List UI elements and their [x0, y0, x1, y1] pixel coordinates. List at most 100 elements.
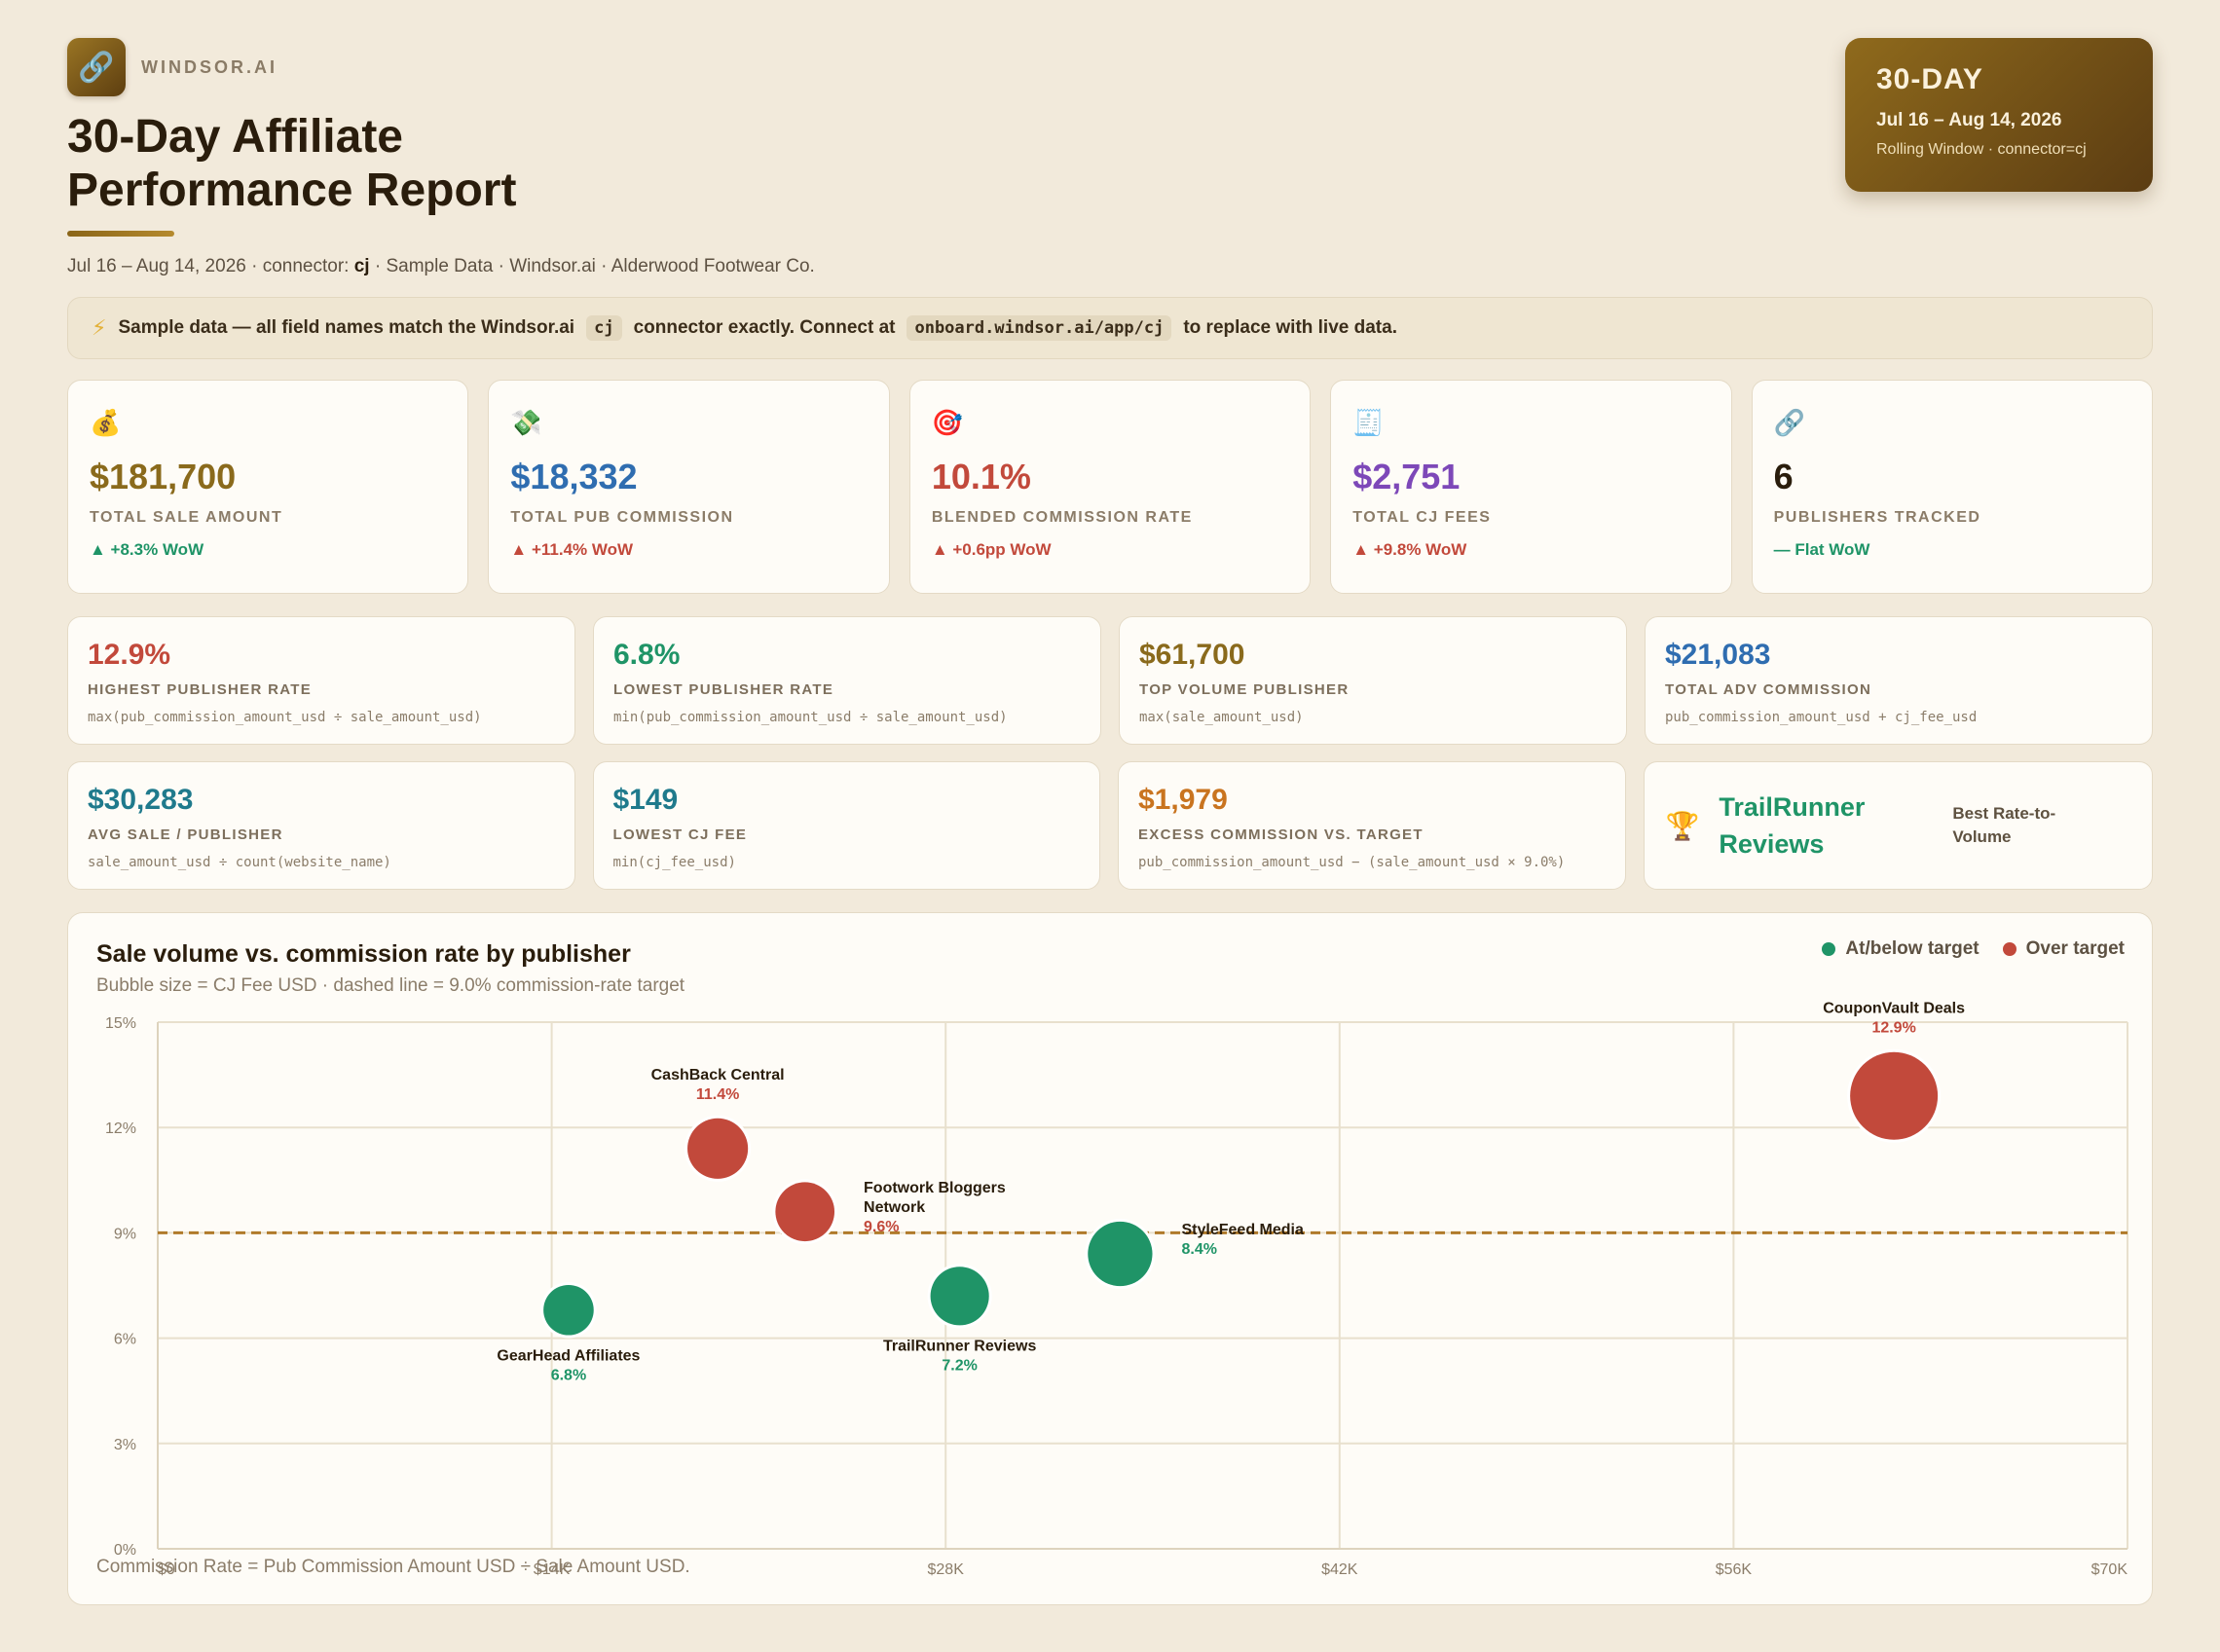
kpi-delta: ▲ +11.4% WoW	[510, 540, 634, 559]
trophy-icon: 🏆	[1665, 810, 1700, 841]
x-tick-label: $0	[158, 1561, 175, 1578]
y-tick-label: 0%	[114, 1542, 136, 1559]
metric-row-2: $30,283 AVG SALE / PUBLISHER sale_amount_u…	[67, 761, 2153, 890]
bubble	[1088, 1221, 1153, 1287]
brand-name: WINDSOR.AI	[141, 56, 278, 77]
kpi-value: $2,751	[1352, 457, 1461, 496]
period-range: Jul 16 – Aug 14, 2026	[1876, 110, 2062, 130]
kpi-delta: ▲ +0.6pp WoW	[931, 540, 1052, 559]
legend-item-under: At/below target	[1822, 938, 1980, 960]
best-publisher-label: Best Rate-to-Volume	[1952, 804, 2056, 846]
page-title: 30-Day Affiliate Performance Report	[67, 111, 517, 216]
bubble-name-label: GearHead Affiliates	[497, 1348, 640, 1365]
kpi-card: 💸 $18,332 TOTAL PUB COMMISSION ▲ +11.4% WoW	[488, 380, 890, 594]
kpi-value: $181,700	[90, 457, 237, 496]
legend-label-over: Over target	[2025, 938, 2125, 959]
kpi-delta: — Flat WoW	[1773, 540, 1870, 559]
chart-title: Sale volume vs. commission rate by publi…	[96, 940, 631, 968]
bubble-rate-label: 7.2%	[942, 1357, 977, 1374]
metric-card: $21,083 TOTAL ADV COMMISSION pub_commissio…	[1645, 616, 2153, 745]
banner-code-url[interactable]: onboard.windsor.ai/app/cj	[906, 315, 1172, 341]
y-tick-label: 3%	[114, 1437, 136, 1453]
metric-card: $61,700 TOP VOLUME PUBLISHER max(sale_amou…	[1119, 616, 1627, 745]
y-tick-label: 15%	[105, 1015, 136, 1032]
kpi-label: BLENDED COMMISSION RATE	[931, 509, 1193, 526]
metric-label: LOWEST PUBLISHER RATE	[613, 681, 834, 698]
y-tick-label: 6%	[114, 1332, 136, 1348]
x-tick-label: $14K	[534, 1561, 571, 1578]
kpi-card: 🔗 6 PUBLISHERS TRACKED — Flat WoW	[1751, 380, 2154, 594]
bubble-rate-label: 9.6%	[864, 1219, 899, 1235]
banner-text-3: to replace with live data.	[1183, 317, 1397, 338]
x-tick-label: $28K	[928, 1561, 965, 1578]
metric-card: $1,979 EXCESS COMMISSION VS. TARGET pub_co…	[1118, 761, 1626, 890]
legend-dot-under	[1822, 942, 1836, 956]
kpi-value: 6	[1773, 457, 1794, 496]
metric-value: 12.9%	[88, 639, 171, 671]
subtitle-rest: · Sample Data · Windsor.ai · Alderwood F…	[374, 256, 815, 276]
bubble	[687, 1118, 749, 1179]
metric-label: LOWEST CJ FEE	[612, 826, 748, 843]
metric-formula: pub_commission_amount_usd − (sale_amount…	[1138, 855, 1566, 870]
banner-text-1: Sample data — all field names match the …	[118, 317, 575, 338]
kpi-icon: 💰	[90, 408, 122, 437]
kpi-icon: 🧾	[1352, 408, 1385, 437]
kpi-label: TOTAL PUB COMMISSION	[510, 509, 734, 526]
period-note: Rolling Window · connector=cj	[1876, 141, 2087, 158]
x-tick-label: $42K	[1321, 1561, 1358, 1578]
banner-text-2: connector exactly. Connect at	[633, 317, 896, 338]
bubble-name-label: TrailRunner Reviews	[883, 1338, 1036, 1354]
kpi-icon: 🔗	[1773, 408, 1805, 437]
metric-value: $149	[612, 784, 679, 816]
metric-formula: sale_amount_usd ÷ count(website_name)	[88, 855, 391, 870]
legend-label-under: At/below target	[1845, 938, 1980, 959]
sample-data-banner: ⚡ Sample data — all field names match th…	[67, 297, 2153, 359]
bubble	[1850, 1051, 1939, 1140]
metric-card: $149 LOWEST CJ FEE min(cj_fee_usd)	[592, 761, 1100, 890]
metric-value: 6.8%	[613, 639, 681, 671]
kpi-delta: ▲ +9.8% WoW	[1352, 540, 1467, 559]
metric-formula: min(cj_fee_usd)	[612, 855, 736, 870]
chart-panel: Sale volume vs. commission rate by publi…	[67, 912, 2153, 1605]
metric-value: $61,700	[1139, 639, 1245, 671]
kpi-label: TOTAL CJ FEES	[1352, 509, 1492, 526]
brand: 🔗 WINDSOR.AI	[67, 38, 2153, 96]
bubble-name-label: StyleFeed Media	[1182, 1222, 1304, 1238]
period-length: 30-DAY	[1876, 63, 1983, 95]
metric-value: $30,283	[88, 784, 194, 816]
bubble-name-label: CouponVault Deals	[1823, 1001, 1965, 1017]
period-card: 30-DAY Jul 16 – Aug 14, 2026 Rolling Win…	[1845, 38, 2153, 192]
metric-card: 6.8% LOWEST PUBLISHER RATE min(pub_commiss…	[593, 616, 1101, 745]
bubble	[775, 1182, 835, 1242]
metric-label: AVG SALE / PUBLISHER	[88, 826, 283, 843]
bubble	[543, 1284, 594, 1336]
bubble-rate-label: 8.4%	[1182, 1241, 1217, 1258]
metric-value: $1,979	[1138, 784, 1228, 816]
kpi-value: $18,332	[510, 457, 638, 496]
kpi-card: 💰 $181,700 TOTAL SALE AMOUNT ▲ +8.3% WoW	[67, 380, 469, 594]
title-underline	[67, 231, 174, 237]
bubble-name-label: CashBack Central	[651, 1067, 785, 1083]
kpi-icon: 💸	[510, 408, 542, 437]
legend-dot-over	[2002, 942, 2016, 956]
metric-label: EXCESS COMMISSION VS. TARGET	[1138, 826, 1424, 843]
bubble-rate-label: 6.8%	[551, 1368, 586, 1384]
y-tick-label: 12%	[105, 1120, 136, 1137]
bubble-name-label: Network	[864, 1199, 925, 1216]
best-publisher-name: TrailRunner Reviews	[1719, 792, 1866, 859]
best-publisher-card: 🏆 TrailRunner Reviews Best Rate-to-Volum…	[1643, 761, 2153, 890]
kpi-icon: 🎯	[931, 408, 964, 437]
metric-formula: min(pub_commission_amount_usd ÷ sale_amo…	[613, 710, 1008, 725]
metric-label: HIGHEST PUBLISHER RATE	[88, 681, 313, 698]
metric-formula: max(sale_amount_usd)	[1139, 710, 1304, 725]
kpi-delta: ▲ +8.3% WoW	[90, 540, 204, 559]
chart-footnote: Commission Rate = Pub Commission Amount …	[96, 1557, 690, 1577]
bolt-icon: ⚡	[92, 315, 107, 340]
subtitle-range: Jul 16 – Aug 14, 2026	[67, 256, 246, 276]
chart-subtitle: Bubble size = CJ Fee USD · dashed line =…	[96, 975, 685, 996]
y-tick-label: 9%	[114, 1226, 136, 1242]
metric-formula: max(pub_commission_amount_usd ÷ sale_amo…	[88, 710, 482, 725]
kpi-card: 🧾 $2,751 TOTAL CJ FEES ▲ +9.8% WoW	[1330, 380, 1732, 594]
banner-code-connector: cj	[586, 315, 622, 341]
kpi-card: 🎯 10.1% BLENDED COMMISSION RATE ▲ +0.6pp Wo…	[908, 380, 1312, 594]
